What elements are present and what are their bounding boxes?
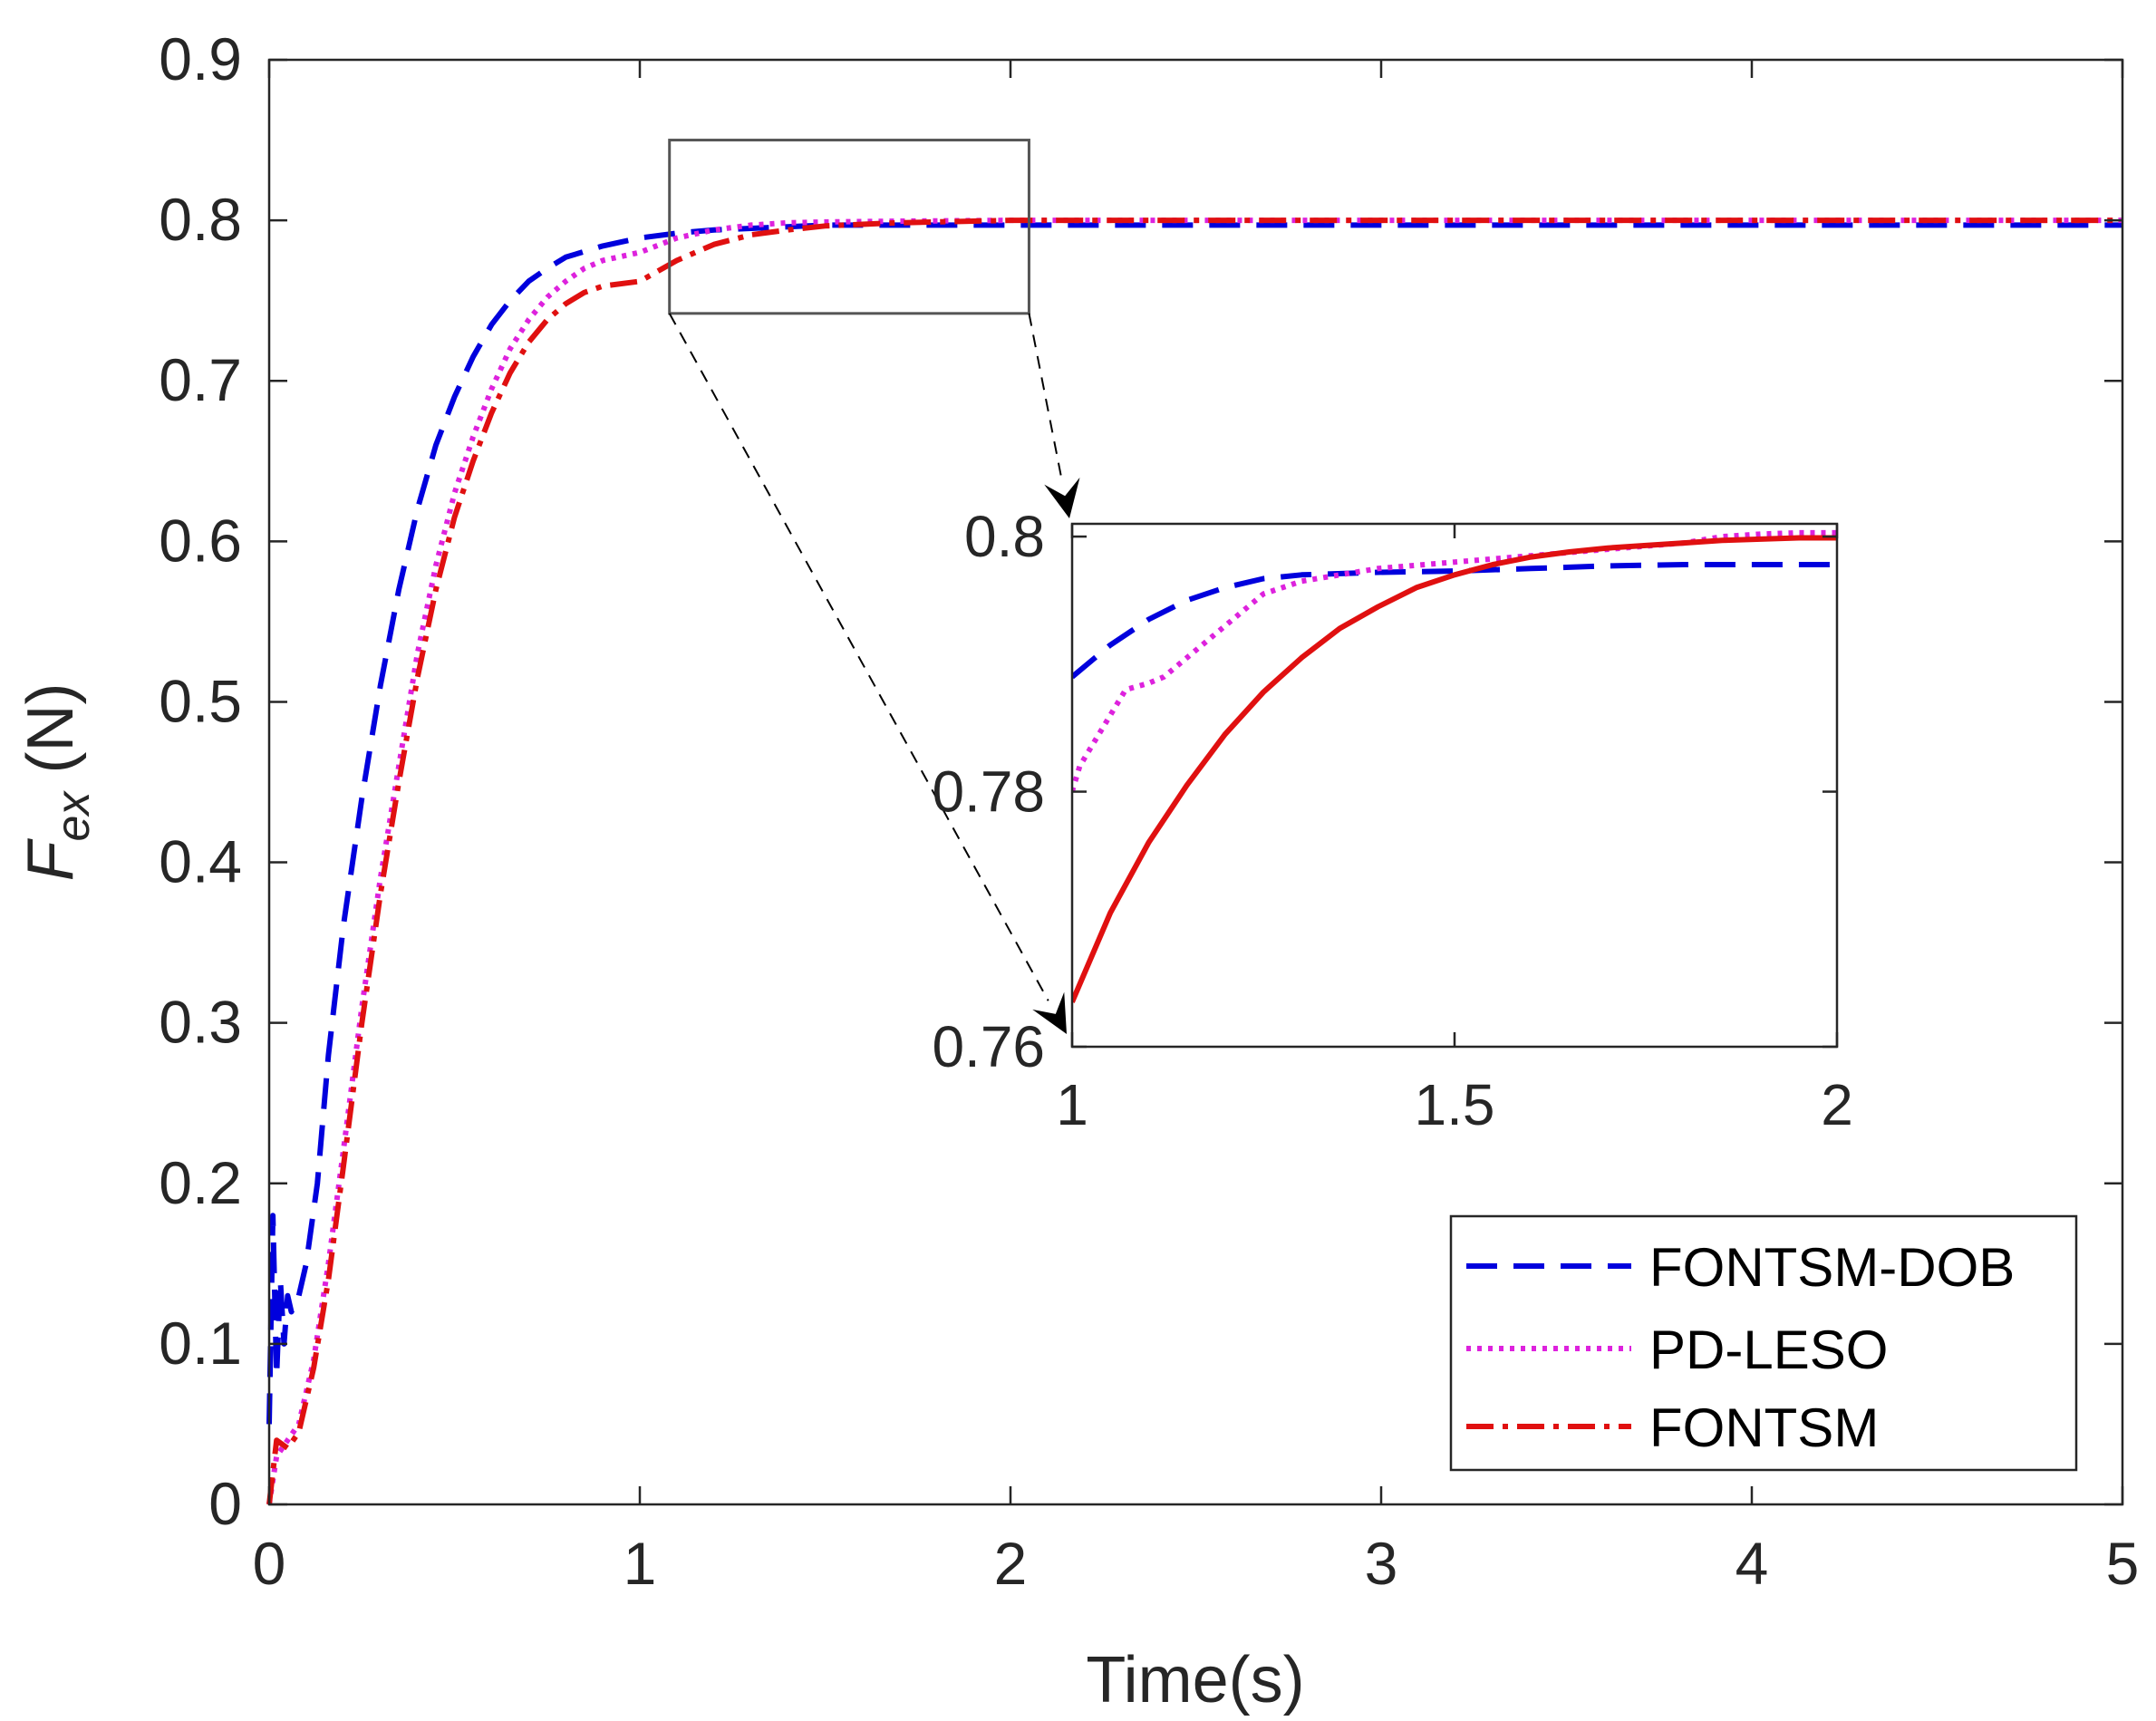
legend: FONTSM-DOB PD-LESO FONTSM [1449, 1214, 2078, 1472]
inset-x-tick-label: 1.5 [1415, 1072, 1495, 1137]
main-y-tick-label: 0.8 [159, 186, 242, 253]
inset-ticks-group: 1 1.5 2 0.76 0.78 0.8 [932, 504, 1852, 1137]
y-axis-label: Fex (N) [15, 683, 100, 882]
main-series-fontsm [266, 218, 2122, 1505]
inset-axes-background [1072, 524, 1837, 1047]
legend-label-fontsm: FONTSM [1649, 1397, 1879, 1458]
legend-label-fontsm-dob: FONTSM-DOB [1649, 1237, 2015, 1298]
main-x-tick-label: 2 [994, 1530, 1028, 1597]
inset-series-group [1072, 529, 1837, 1003]
inset-series-fontsm-dob [1072, 562, 1837, 680]
inset-y-tick-label: 0.76 [932, 1014, 1045, 1079]
inset-x-tick-label: 1 [1056, 1072, 1088, 1137]
zoom-arrow-lower-line [668, 313, 1049, 1001]
inset-y-tick-label: 0.78 [932, 759, 1045, 825]
main-y-tick-label: 0.1 [159, 1310, 242, 1377]
main-x-tick-label: 0 [253, 1530, 286, 1597]
main-y-tick-label: 0.9 [159, 25, 242, 92]
main-x-tick-label: 4 [1735, 1530, 1769, 1597]
main-ticks-group: 0 1 2 3 4 5 0 0.1 0.2 0.3 0.4 0.5 0.6 0.7 0.8 0.9 [159, 25, 2139, 1597]
main-x-tick-label: 3 [1365, 1530, 1398, 1597]
main-y-tick-label: 0.7 [159, 346, 242, 413]
zoom-arrow-upper-head [1044, 477, 1080, 518]
main-x-tick-label: 1 [624, 1530, 657, 1597]
legend-label-pd-leso: PD-LESO [1649, 1320, 1888, 1380]
x-axis-label: Time(s) [1086, 1644, 1304, 1716]
zoom-arrow-upper-line [1028, 313, 1063, 481]
main-series-fontsm-dob [266, 222, 2122, 1425]
inset-x-tick-label: 2 [1821, 1072, 1853, 1137]
zoom-box [668, 139, 1030, 315]
main-axes-box [267, 58, 2124, 1506]
main-y-tick-label: 0.2 [159, 1149, 242, 1216]
main-x-tick-label: 5 [2106, 1530, 2140, 1597]
main-y-tick-label: 0 [208, 1470, 242, 1537]
main-y-tick-label: 0.6 [159, 507, 242, 574]
main-y-tick-label: 0.4 [159, 828, 242, 895]
main-y-tick-label: 0.3 [159, 989, 242, 1056]
main-y-tick-label: 0.5 [159, 667, 242, 734]
zoom-arrow-lower-head [1032, 991, 1067, 1034]
zoom-arrows [668, 313, 1080, 1034]
main-series-group [266, 218, 2122, 1505]
inset-y-tick-label: 0.8 [964, 504, 1045, 569]
inset-series-fontsm [1072, 535, 1837, 1003]
